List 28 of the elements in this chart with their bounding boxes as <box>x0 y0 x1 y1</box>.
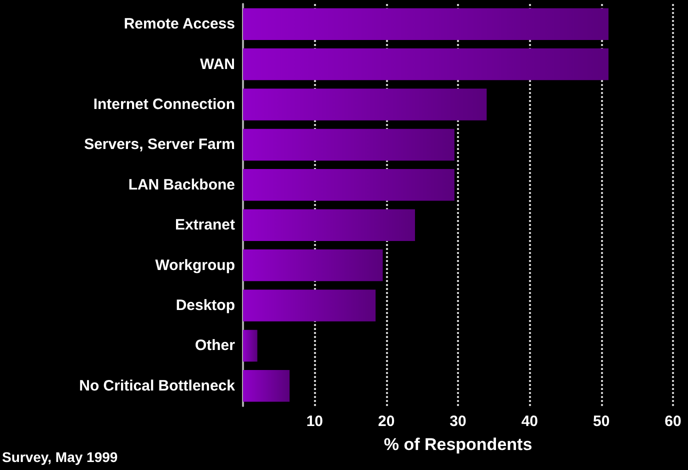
bar <box>243 249 383 282</box>
bar <box>243 330 258 362</box>
x-tick-label: 20 <box>378 413 395 430</box>
y-tick-label: Workgroup <box>155 256 235 274</box>
y-tick-label: WAN <box>200 56 235 73</box>
y-tick-label: Desktop <box>176 297 235 314</box>
x-axis-title: % of Respondents <box>384 435 532 454</box>
y-tick-label: Internet Connection <box>93 96 235 113</box>
text: Survey, May 1999 <box>2 449 118 465</box>
bar <box>243 48 608 80</box>
bar <box>243 370 290 402</box>
bar <box>243 128 454 161</box>
bar <box>243 290 376 322</box>
y-tick-label: Extranet <box>174 216 235 234</box>
x-tick-label: 60 <box>664 413 682 430</box>
x-tick-label: 30 <box>450 413 466 430</box>
x-tick-label: 40 <box>521 413 538 430</box>
y-tick-label: Other <box>194 337 236 354</box>
y-tick-label: No Critical Bottleneck <box>79 377 236 394</box>
x-tick-label: 10 <box>306 413 324 430</box>
x-tick-label: 50 <box>592 413 610 430</box>
y-tick-label: Servers, Server Farm <box>84 136 235 154</box>
bar <box>243 8 608 40</box>
y-tick-label: LAN Backbone <box>128 176 235 194</box>
bar <box>243 169 454 201</box>
bar <box>243 209 415 241</box>
bar <box>243 88 487 120</box>
y-tick-label: Remote Access <box>124 16 235 33</box>
